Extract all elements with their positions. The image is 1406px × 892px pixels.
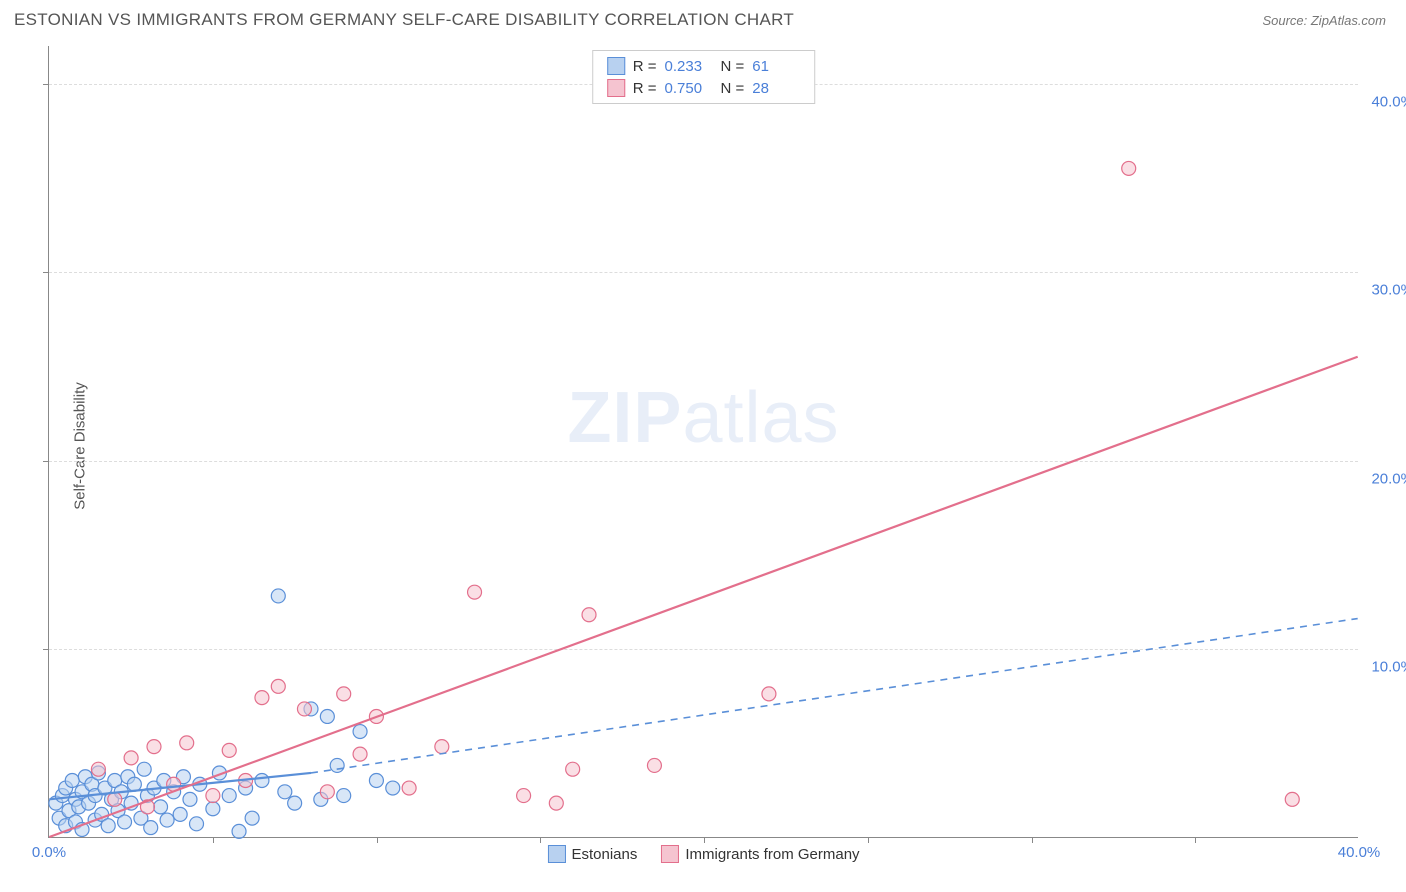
scatter-point — [137, 762, 151, 776]
scatter-point — [190, 817, 204, 831]
scatter-point — [549, 796, 563, 810]
bottom-legend: Estonians Immigrants from Germany — [547, 845, 859, 863]
x-tick-label: 40.0% — [1338, 844, 1381, 861]
y-tick-label: 20.0% — [1371, 470, 1406, 487]
scatter-point — [386, 781, 400, 795]
chart-header: ESTONIAN VS IMMIGRANTS FROM GERMANY SELF… — [0, 0, 1406, 36]
scatter-point — [288, 796, 302, 810]
scatter-point — [762, 687, 776, 701]
scatter-point — [255, 774, 269, 788]
scatter-point — [402, 781, 416, 795]
scatter-point — [647, 758, 661, 772]
scatter-point — [337, 687, 351, 701]
trend-line-dashed — [311, 619, 1358, 773]
scatter-point — [91, 762, 105, 776]
scatter-point — [180, 736, 194, 750]
scatter-point — [160, 813, 174, 827]
scatter-point — [330, 758, 344, 772]
scatter-point — [206, 789, 220, 803]
scatter-point — [255, 691, 269, 705]
y-tick-label: 10.0% — [1371, 659, 1406, 676]
legend-item-1: Immigrants from Germany — [661, 845, 859, 863]
stats-legend-box: R = 0.233 N = 61 R = 0.750 N = 28 — [592, 50, 816, 104]
legend-item-0: Estonians — [547, 845, 637, 863]
swatch-legend-0 — [547, 845, 565, 863]
chart-plot-area: ZIPatlas 10.0%20.0%30.0%40.0%0.0%40.0% R… — [48, 46, 1358, 838]
scatter-point — [222, 743, 236, 757]
trend-line — [49, 357, 1357, 837]
scatter-point — [124, 751, 138, 765]
scatter-point — [278, 785, 292, 799]
scatter-point — [127, 777, 141, 791]
scatter-point — [271, 589, 285, 603]
scatter-point — [271, 679, 285, 693]
stats-row-series-0: R = 0.233 N = 61 — [607, 55, 801, 77]
scatter-point — [435, 740, 449, 754]
scatter-point — [206, 802, 220, 816]
swatch-legend-1 — [661, 845, 679, 863]
scatter-point — [337, 789, 351, 803]
scatter-point — [144, 821, 158, 835]
scatter-point — [101, 819, 115, 833]
swatch-series-0 — [607, 57, 625, 75]
scatter-plot — [49, 46, 1358, 837]
scatter-point — [468, 585, 482, 599]
scatter-point — [320, 709, 334, 723]
scatter-point — [566, 762, 580, 776]
scatter-point — [353, 747, 367, 761]
scatter-point — [232, 824, 246, 838]
scatter-point — [517, 789, 531, 803]
scatter-point — [154, 800, 168, 814]
stats-row-series-1: R = 0.750 N = 28 — [607, 77, 801, 99]
scatter-point — [222, 789, 236, 803]
scatter-point — [369, 774, 383, 788]
scatter-point — [1285, 792, 1299, 806]
scatter-point — [108, 792, 122, 806]
swatch-series-1 — [607, 79, 625, 97]
x-tick-label: 0.0% — [32, 844, 66, 861]
scatter-point — [582, 608, 596, 622]
chart-title: ESTONIAN VS IMMIGRANTS FROM GERMANY SELF… — [14, 10, 794, 30]
scatter-point — [183, 792, 197, 806]
scatter-point — [173, 807, 187, 821]
scatter-point — [147, 740, 161, 754]
source-attribution: Source: ZipAtlas.com — [1262, 13, 1386, 28]
scatter-point — [245, 811, 259, 825]
scatter-point — [118, 815, 132, 829]
y-tick-label: 40.0% — [1371, 93, 1406, 110]
scatter-point — [297, 702, 311, 716]
scatter-point — [65, 774, 79, 788]
scatter-point — [1122, 161, 1136, 175]
scatter-point — [353, 725, 367, 739]
scatter-point — [320, 785, 334, 799]
y-tick-label: 30.0% — [1371, 282, 1406, 299]
